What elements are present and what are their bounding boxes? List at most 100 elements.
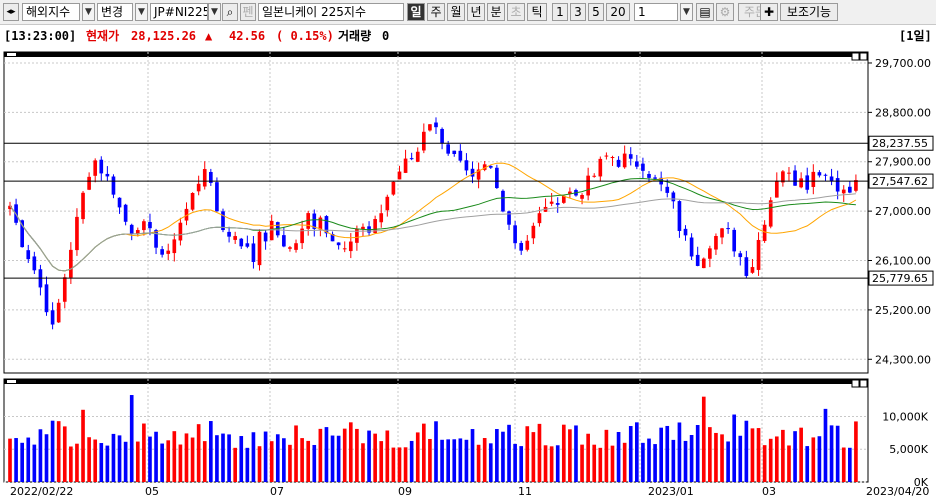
volume-bar	[403, 447, 408, 482]
change-select[interactable]: 변경	[97, 3, 133, 21]
candle-body	[306, 213, 311, 229]
candle-body	[440, 128, 444, 144]
candle-body	[123, 204, 128, 222]
candle-body	[379, 213, 384, 223]
price-panel-maximize-icon[interactable]	[851, 52, 860, 61]
candle-body	[148, 221, 152, 229]
candle-body	[470, 168, 475, 177]
volume-bar	[160, 443, 164, 482]
count-dropdown-icon[interactable]: ▼	[680, 3, 693, 21]
gear-icon[interactable]: ⚙	[716, 3, 734, 21]
candle-body	[75, 216, 79, 251]
price-tick-label: 25,200.00	[875, 304, 931, 317]
period-month-button[interactable]: 월	[447, 3, 465, 21]
candle-body	[701, 258, 706, 269]
price-tick-label: 26,100.00	[875, 255, 931, 268]
candle-body	[391, 181, 396, 195]
candle-body	[750, 267, 755, 273]
date-label: 05	[145, 485, 159, 498]
volume-bar	[635, 422, 639, 482]
symbol-dropdown-icon[interactable]: ▼	[208, 3, 221, 21]
volume-panel-header	[4, 379, 868, 384]
volume-bar	[373, 433, 377, 482]
candle-body	[269, 220, 274, 241]
volume-bar	[531, 432, 536, 482]
period-minute-button[interactable]: 분	[487, 3, 505, 21]
plus-icon[interactable]: ✚	[760, 3, 778, 21]
horizontal-level-tag	[868, 173, 934, 189]
volume-bar	[829, 425, 834, 482]
candle-body	[671, 192, 676, 202]
candle-body	[817, 172, 822, 176]
volume-panel-close-icon[interactable]	[859, 379, 868, 388]
volume-bar	[762, 445, 767, 482]
volume-bar	[105, 445, 110, 482]
volume-bar	[848, 447, 852, 482]
period-second-button[interactable]: 초	[507, 3, 525, 21]
volume-bar	[501, 431, 505, 482]
symbol-input[interactable]: JP#NI225	[150, 3, 208, 21]
volume-bar	[628, 426, 633, 482]
candle-body	[580, 194, 584, 199]
price-panel-close-icon[interactable]	[859, 52, 868, 61]
volume-bar	[385, 430, 390, 482]
volume-tick-label: 5,000K	[889, 443, 928, 456]
candle-body	[294, 243, 298, 250]
volume-bar	[464, 439, 469, 482]
period-tick-button[interactable]: 틱	[527, 3, 547, 21]
candle-body	[641, 163, 645, 171]
market-select[interactable]: 해외지수	[22, 3, 80, 21]
interval-3-button[interactable]: 3	[570, 3, 586, 21]
candle-body	[799, 178, 803, 188]
period-tag: [1일]	[899, 29, 932, 43]
candle-body	[446, 144, 450, 154]
volume-bar	[793, 431, 797, 482]
candle-body	[689, 237, 694, 257]
volume-bar	[56, 421, 61, 482]
volume-bar	[312, 444, 317, 482]
change-percent: ( 0.15%)	[276, 29, 334, 43]
candle-body	[263, 232, 268, 242]
volume-bar	[592, 444, 597, 482]
volume-panel-maximize-icon[interactable]	[851, 379, 860, 388]
volume-bar	[476, 444, 481, 482]
search-icon[interactable]: ⌕	[222, 3, 238, 21]
period-week-button[interactable]: 주	[427, 3, 445, 21]
save-icon[interactable]: ▤	[696, 3, 714, 21]
volume-bar	[482, 438, 487, 482]
interval-20-button[interactable]: 20	[606, 3, 630, 21]
change-dropdown-icon[interactable]: ▼	[135, 3, 148, 21]
volume-bar	[245, 447, 250, 482]
candle-body	[854, 180, 858, 191]
interval-5-button[interactable]: 5	[588, 3, 604, 21]
chevron-left-right-icon[interactable]: ◂▸	[3, 3, 19, 21]
candle-body	[835, 178, 840, 192]
market-dropdown-icon[interactable]: ▼	[82, 3, 95, 21]
candle-body	[555, 203, 560, 205]
quote-info-bar: [13:23:00] 현재가 28,125.26 ▲ 42.56 ( 0.15%…	[0, 26, 936, 46]
interval-1-button[interactable]: 1	[552, 3, 568, 21]
period-day-button[interactable]: 일	[407, 3, 425, 21]
count-input[interactable]: 1	[634, 3, 678, 21]
date-label: 03	[762, 485, 776, 498]
candle-body	[385, 196, 390, 211]
candle-body	[628, 154, 633, 159]
assist-functions-button[interactable]: 보조기능	[780, 3, 838, 21]
candle-body	[62, 277, 67, 302]
volume-bar	[154, 431, 158, 482]
candle-body	[458, 150, 463, 161]
price-volume-chart[interactable]: 29,700.00 28,800.00 27,900.00 27,000.00 26,1…	[0, 47, 936, 501]
volume-bar	[647, 438, 651, 482]
volume-bar	[209, 421, 213, 482]
volume-bar	[342, 428, 347, 482]
price-panel-header	[4, 52, 868, 57]
volume-bar	[129, 395, 134, 482]
pen-button[interactable]: 펜	[240, 3, 256, 21]
candle-body	[708, 248, 712, 259]
candle-body	[464, 160, 469, 171]
period-year-button[interactable]: 년	[467, 3, 485, 21]
volume-bar	[367, 430, 371, 482]
candle-body	[117, 197, 122, 208]
candle-body	[318, 217, 323, 230]
volume-bar	[215, 435, 219, 482]
